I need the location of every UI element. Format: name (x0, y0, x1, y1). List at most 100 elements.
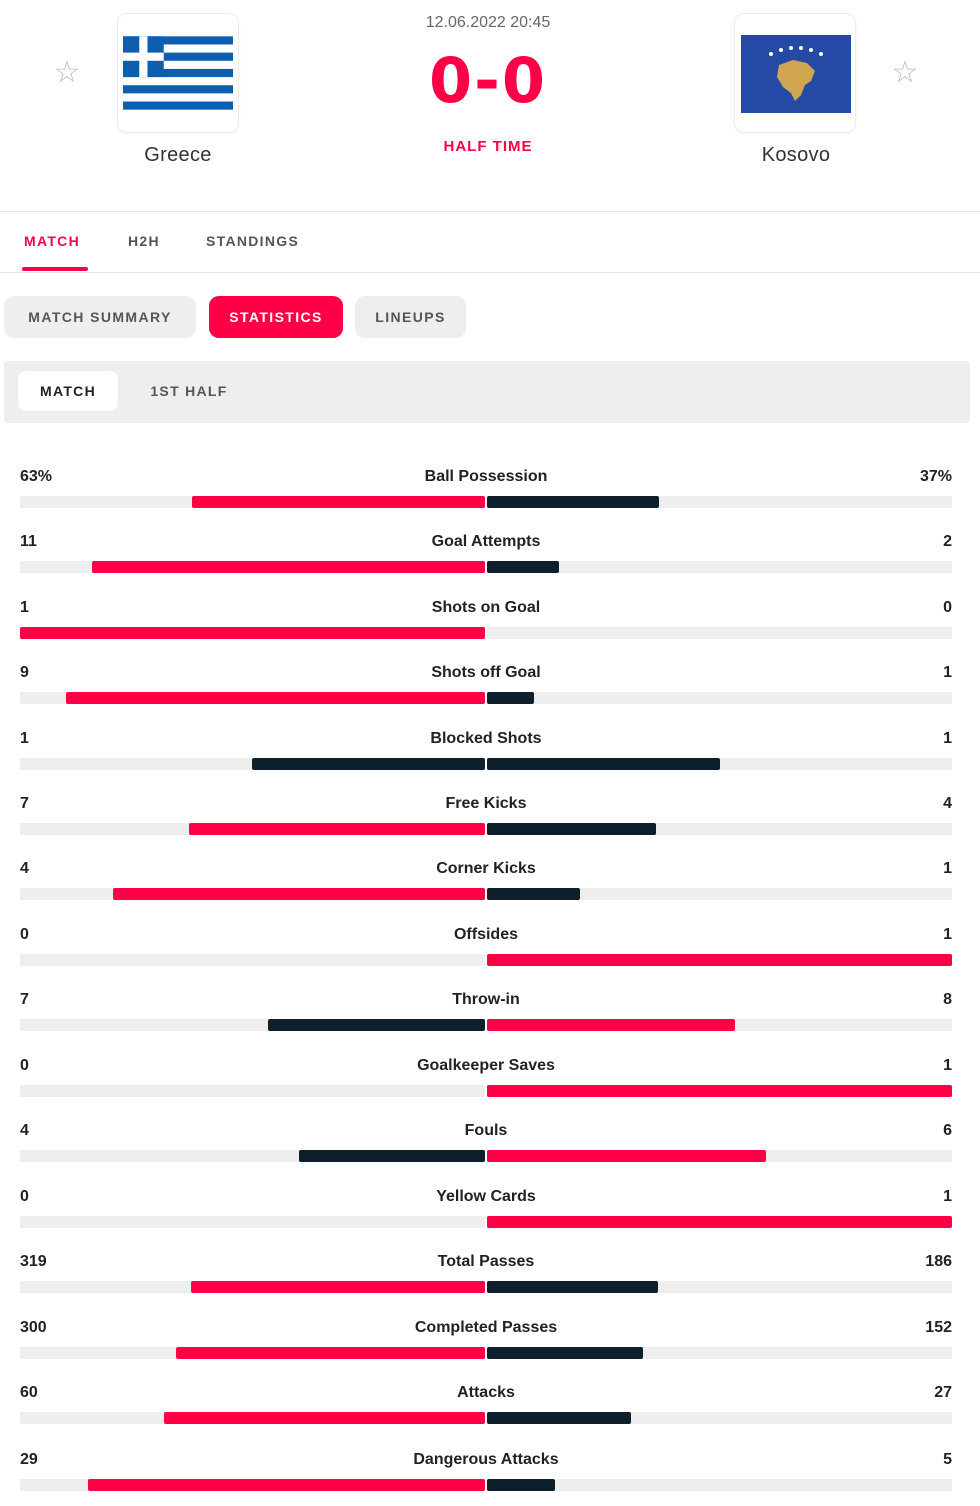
stat-away-bar (487, 1085, 952, 1097)
stat-away-track (487, 1150, 952, 1162)
stat-home-value: 9 (20, 664, 29, 681)
match-status: HALF TIME (443, 138, 533, 155)
subtab-lineups[interactable]: LINEUPS (355, 296, 466, 338)
stat-away-bar (487, 1150, 766, 1162)
stat-home-value: 4 (20, 1122, 29, 1139)
stat-home-track (20, 561, 485, 573)
stat-row: 29 Dangerous Attacks 5 (20, 1443, 952, 1493)
stat-home-bar (189, 823, 485, 835)
stat-category-label: Shots off Goal (431, 664, 541, 681)
stat-away-value: 0 (943, 599, 952, 616)
stat-away-track (487, 1216, 952, 1228)
stat-category-label: Shots on Goal (431, 599, 541, 616)
stat-home-bar (252, 758, 485, 770)
tab-standings[interactable]: STANDINGS (206, 233, 300, 249)
stat-category-label: Ball Possession (424, 468, 548, 485)
stat-home-value: 4 (20, 860, 29, 877)
stat-away-track (487, 1281, 952, 1293)
stat-away-track (487, 888, 952, 900)
stat-home-track (20, 1019, 485, 1031)
greece-flag-icon (123, 36, 233, 110)
stat-away-bar (487, 954, 952, 966)
stat-category-label: Throw-in (452, 991, 520, 1008)
stat-row: 0 Offsides 1 (20, 918, 952, 968)
kosovo-flag-icon (741, 35, 851, 113)
stat-away-track (487, 561, 952, 573)
home-team-logo[interactable] (117, 13, 239, 133)
stat-row: 1 Shots on Goal 0 (20, 591, 952, 641)
stat-category-label: Yellow Cards (436, 1188, 536, 1205)
stat-category-label: Total Passes (437, 1253, 535, 1270)
stat-away-bar (487, 1479, 555, 1491)
stat-home-track (20, 954, 485, 966)
stat-away-track (487, 1347, 952, 1359)
subtab-match-summary[interactable]: MATCH SUMMARY (4, 296, 196, 338)
stat-home-track (20, 1216, 485, 1228)
stat-away-bar (487, 1216, 952, 1228)
stat-away-value: 27 (934, 1384, 952, 1401)
stat-away-track (487, 496, 952, 508)
stat-away-bar (487, 823, 656, 835)
stat-home-value: 29 (20, 1451, 38, 1468)
stat-home-bar (299, 1150, 485, 1162)
stat-away-bar (487, 1019, 735, 1031)
home-team-name[interactable]: Greece (144, 144, 212, 166)
favorite-home-star-icon[interactable]: ☆ (53, 56, 81, 89)
stat-away-track (487, 1019, 952, 1031)
subtab-statistics[interactable]: STATISTICS (209, 296, 343, 338)
stat-home-value: 7 (20, 795, 29, 812)
stat-home-track (20, 1412, 485, 1424)
tab-h2h[interactable]: H2H (128, 233, 160, 249)
stat-away-bar (487, 692, 534, 704)
stat-category-label: Completed Passes (414, 1319, 558, 1336)
stat-away-track (487, 954, 952, 966)
stat-home-value: 1 (20, 730, 29, 747)
stat-row: 11 Goal Attempts 2 (20, 525, 952, 575)
stat-row: 7 Throw-in 8 (20, 983, 952, 1033)
stat-home-bar (66, 692, 485, 704)
stat-home-value: 1 (20, 599, 29, 616)
stat-home-value: 63% (20, 468, 53, 485)
away-team-logo[interactable] (734, 13, 856, 133)
stat-away-bar (487, 888, 580, 900)
period-1st-half-button[interactable]: 1ST HALF (150, 383, 228, 399)
stat-home-value: 60 (20, 1384, 38, 1401)
stat-home-track (20, 1150, 485, 1162)
stat-category-label: Fouls (464, 1122, 508, 1139)
active-tab-indicator (22, 267, 88, 271)
stat-away-bar (487, 758, 720, 770)
tab-match[interactable]: MATCH (24, 233, 81, 249)
stat-away-track (487, 758, 952, 770)
stat-home-bar (113, 888, 485, 900)
stat-row: 300 Completed Passes 152 (20, 1311, 952, 1361)
favorite-away-star-icon[interactable]: ☆ (891, 56, 919, 89)
period-filter: MATCH 1ST HALF (4, 361, 970, 423)
stat-away-track (487, 627, 952, 639)
stat-away-track (487, 1412, 952, 1424)
match-header: ☆ Greece 12.06.2022 20:45 0-0 HALF TIME (0, 0, 980, 212)
stat-home-value: 0 (20, 1057, 29, 1074)
stat-away-bar (487, 1347, 643, 1359)
stat-home-track (20, 1281, 485, 1293)
stat-row: 4 Fouls 6 (20, 1114, 952, 1164)
stat-home-bar (192, 496, 485, 508)
stat-away-bar (487, 496, 659, 508)
match-score: 0-0 (428, 44, 547, 117)
stat-category-label: Corner Kicks (436, 860, 536, 877)
stat-home-value: 319 (20, 1253, 47, 1270)
stat-row: 4 Corner Kicks 1 (20, 852, 952, 902)
stat-home-value: 0 (20, 926, 29, 943)
stat-category-label: Attacks (457, 1384, 515, 1401)
stat-home-value: 0 (20, 1188, 29, 1205)
stat-home-value: 11 (20, 533, 37, 550)
away-team-name[interactable]: Kosovo (761, 144, 831, 166)
stat-away-value: 37% (919, 468, 952, 485)
stat-row: 7 Free Kicks 4 (20, 787, 952, 837)
stat-row: 9 Shots off Goal 1 (20, 656, 952, 706)
stat-away-track (487, 692, 952, 704)
stat-category-label: Offsides (453, 926, 518, 943)
stat-home-track (20, 1479, 485, 1491)
stat-home-bar (191, 1281, 485, 1293)
stat-away-bar (487, 1412, 631, 1424)
period-match-button[interactable]: MATCH (18, 371, 118, 411)
